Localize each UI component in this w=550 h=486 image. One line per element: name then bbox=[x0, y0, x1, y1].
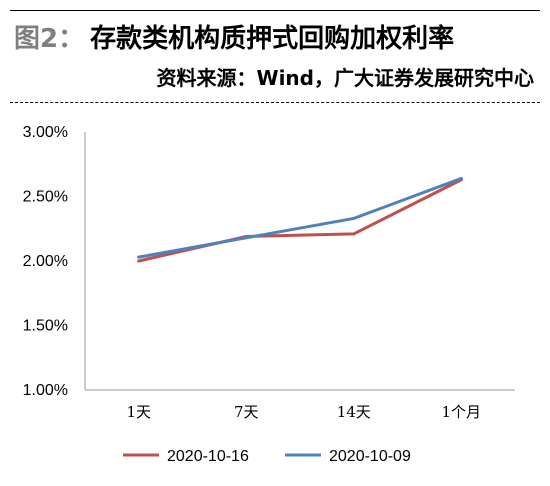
series-2-point bbox=[137, 255, 141, 259]
x-tick-label: 7天 bbox=[234, 403, 259, 421]
series-1-point bbox=[352, 232, 356, 236]
x-tick-label: 14天 bbox=[337, 403, 371, 421]
legend-label: 2020-10-09 bbox=[329, 448, 411, 465]
series-2-point bbox=[352, 216, 356, 220]
figure-header: 图2： 存款类机构质押式回购加权利率 bbox=[14, 18, 454, 55]
x-tick-label: 1天 bbox=[126, 403, 151, 421]
x-axis: 1天 7天 14天 1个月 bbox=[85, 389, 515, 421]
legend-label: 2020-10-16 bbox=[167, 448, 249, 465]
source-divider bbox=[10, 102, 540, 103]
series-layer bbox=[137, 176, 463, 263]
y-tick-label: 2.50% bbox=[23, 189, 68, 206]
top-rule bbox=[10, 10, 540, 11]
series-1-point bbox=[137, 259, 141, 263]
figure-source: 资料来源：Wind，广大证券发展研究中心 bbox=[156, 66, 534, 90]
figure-label: 图2： bbox=[14, 24, 85, 54]
legend: 2020-10-16 2020-10-09 bbox=[123, 448, 411, 465]
x-tick-label: 1个月 bbox=[441, 403, 481, 421]
series-2-point bbox=[244, 236, 248, 240]
y-tick-label: 1.50% bbox=[23, 318, 68, 335]
y-tick-label: 2.00% bbox=[23, 253, 68, 270]
figure-title: 存款类机构质押式回购加权利率 bbox=[90, 24, 455, 54]
y-axis: 1.00% 1.50% 2.00% 2.50% 3.00% bbox=[23, 124, 86, 399]
series-2-point bbox=[459, 176, 463, 180]
y-tick-label: 1.00% bbox=[23, 382, 68, 399]
series-line-2 bbox=[137, 176, 463, 259]
y-tick-label: 3.00% bbox=[23, 124, 68, 141]
